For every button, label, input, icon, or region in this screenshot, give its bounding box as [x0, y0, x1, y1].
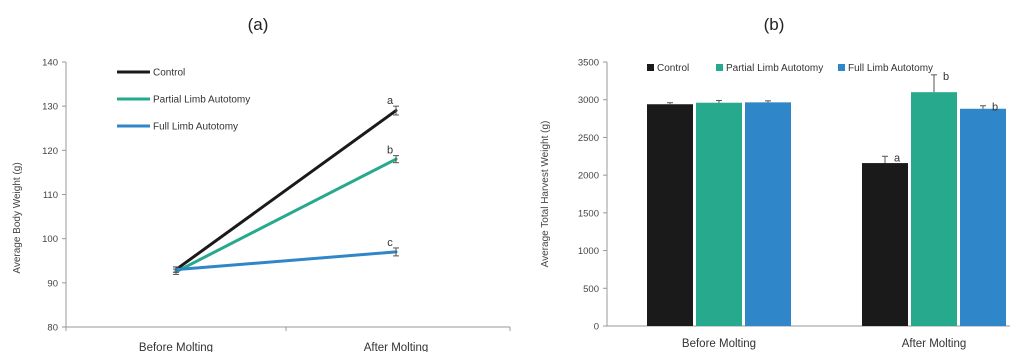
panel-a-y-tick-label: 140	[42, 58, 58, 69]
legend-label-full-limb-autotomy: Full Limb Autotomy	[848, 63, 933, 74]
panel-b-y-tick-label: 2500	[578, 133, 599, 144]
panel-a-y-tick-label: 120	[42, 146, 58, 157]
panel-a-y-tick-label: 130	[42, 102, 58, 113]
significance-label-control: a	[387, 95, 394, 107]
series-line-partial-limb-autotomy	[174, 157, 398, 274]
panel-a-y-axis-title: Average Body Weight (g)	[12, 162, 23, 273]
panel-a-x-category-label: Before Molting	[139, 342, 213, 352]
bar-control	[647, 104, 693, 327]
panel-b-y-tick-label: 2000	[578, 171, 599, 182]
panel-b-bar-chart: (b) Average Total Harvest Weight (g) 0 50…	[540, 15, 1010, 350]
significance-label-full-limb-autotomy: c	[387, 237, 393, 249]
panel-b-y-tick-label: 3000	[578, 95, 599, 106]
bar-control	[862, 163, 908, 326]
panel-a-line-chart: (a) Average Body Weight (g) 80 90 100 110 12…	[12, 15, 511, 352]
panel-a-y-tick-label: 100	[42, 234, 58, 245]
significance-label-partial-limb-autotomy: b	[387, 145, 393, 157]
panel-a-y-tick-label: 90	[47, 278, 58, 289]
panel-b-y-tick-label: 1000	[578, 246, 599, 257]
panel-a-y-tick-label: 80	[47, 323, 58, 334]
series-line-full-limb-autotomy	[174, 250, 398, 272]
bar-partial-limb-autotomy	[911, 92, 957, 327]
legend-label-partial-limb-autotomy: Partial Limb Autotomy	[726, 63, 823, 74]
significance-label-full-limb-autotomy: b	[992, 102, 998, 114]
legend-swatch-control	[647, 64, 654, 71]
significance-label-control: a	[894, 152, 901, 164]
legend-label-partial-limb-autotomy: Partial Limb Autotomy	[153, 95, 250, 106]
bar-full-limb-autotomy	[960, 108, 1006, 326]
panel-b-x-category-label: After Molting	[902, 338, 967, 350]
panel-b-y-tick-label: 1500	[578, 208, 599, 219]
panel-b-label: (b)	[764, 15, 785, 34]
panel-a-y-tick-label: 110	[43, 190, 58, 201]
series-line-control	[174, 109, 398, 272]
panel-b-y-tick-label: 0	[594, 322, 599, 333]
panel-b-y-tick-label: 500	[583, 284, 599, 295]
panel-b-y-tick-label: 3500	[578, 58, 599, 69]
legend-label-control: Control	[657, 63, 689, 74]
panel-b-x-category-label: Before Molting	[682, 338, 756, 350]
legend-label-full-limb-autotomy: Full Limb Autotomy	[153, 122, 238, 133]
legend-label-control: Control	[153, 68, 185, 79]
panel-a-label: (a)	[248, 15, 269, 34]
legend-swatch-full-limb-autotomy	[838, 64, 845, 71]
legend-swatch-partial-limb-autotomy	[716, 64, 723, 71]
bar-partial-limb-autotomy	[696, 102, 742, 326]
panel-b-y-axis-title: Average Total Harvest Weight (g)	[540, 121, 551, 268]
significance-label-partial-limb-autotomy: b	[943, 71, 949, 83]
bar-full-limb-autotomy	[745, 102, 791, 327]
panel-a-x-category-label: After Molting	[364, 342, 429, 352]
